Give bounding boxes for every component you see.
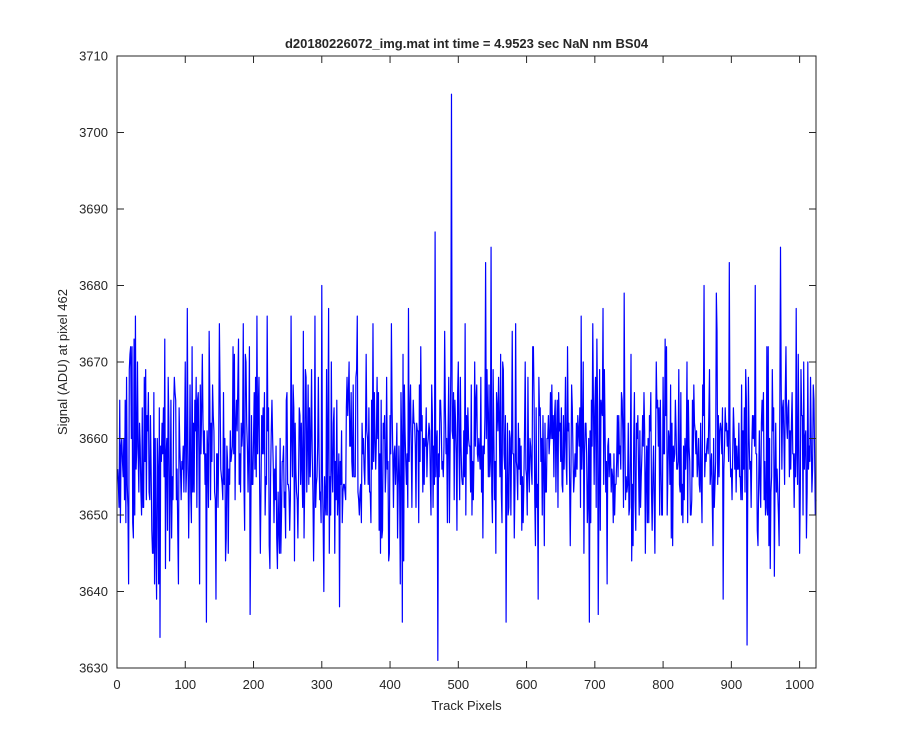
y-tick-label: 3630 — [79, 661, 108, 676]
x-tick-label: 400 — [379, 677, 401, 692]
y-axis-label: Signal (ADU) at pixel 462 — [55, 289, 70, 435]
y-tick-label: 3700 — [79, 125, 108, 140]
y-tick-label: 3710 — [79, 49, 108, 64]
x-tick-label: 1000 — [785, 677, 814, 692]
x-axis-label: Track Pixels — [431, 698, 502, 713]
x-tick-label: 600 — [516, 677, 538, 692]
signal-series-line — [117, 93, 817, 661]
y-tick-label: 3670 — [79, 355, 108, 370]
x-tick-label: 900 — [721, 677, 743, 692]
x-tick-label: 0 — [113, 677, 120, 692]
chart-title: d20180226072_img.mat int time = 4.9523 s… — [285, 36, 649, 51]
plot-area — [117, 56, 816, 668]
y-tick-label: 3660 — [79, 431, 108, 446]
x-tick-label: 700 — [584, 677, 606, 692]
x-tick-label: 200 — [243, 677, 265, 692]
x-tick-label: 800 — [652, 677, 674, 692]
y-tick-label: 3640 — [79, 584, 108, 599]
tick-layer: 0 100 200 300 400 500 600 700 800 900 1000 3630 3640… — [79, 49, 816, 692]
y-tick-label: 3650 — [79, 508, 108, 523]
y-tick-label: 3690 — [79, 202, 108, 217]
x-tick-label: 100 — [174, 677, 196, 692]
y-tick-label: 3680 — [79, 278, 108, 293]
x-tick-label: 300 — [311, 677, 333, 692]
x-tick-label: 500 — [447, 677, 469, 692]
series-layer — [117, 93, 817, 661]
